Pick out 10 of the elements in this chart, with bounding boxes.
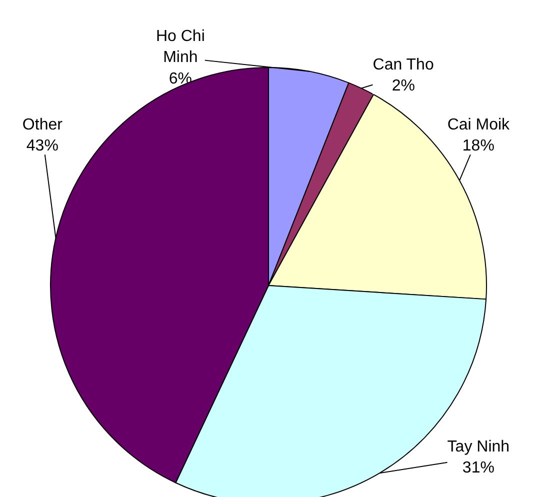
slice-label: Can Tho	[372, 56, 434, 74]
slice-label: Tay Ninh	[447, 438, 510, 456]
slice-label: Cai Moik	[447, 116, 511, 134]
data-label: 43%	[26, 138, 58, 155]
slice-label: Ho Chi Minh	[156, 28, 205, 66]
slice-label: Other	[22, 116, 64, 134]
data-label: 31%	[462, 460, 494, 477]
data-label: 18%	[462, 138, 494, 155]
data-label: 2%	[392, 78, 416, 95]
data-label: 6%	[168, 70, 192, 88]
